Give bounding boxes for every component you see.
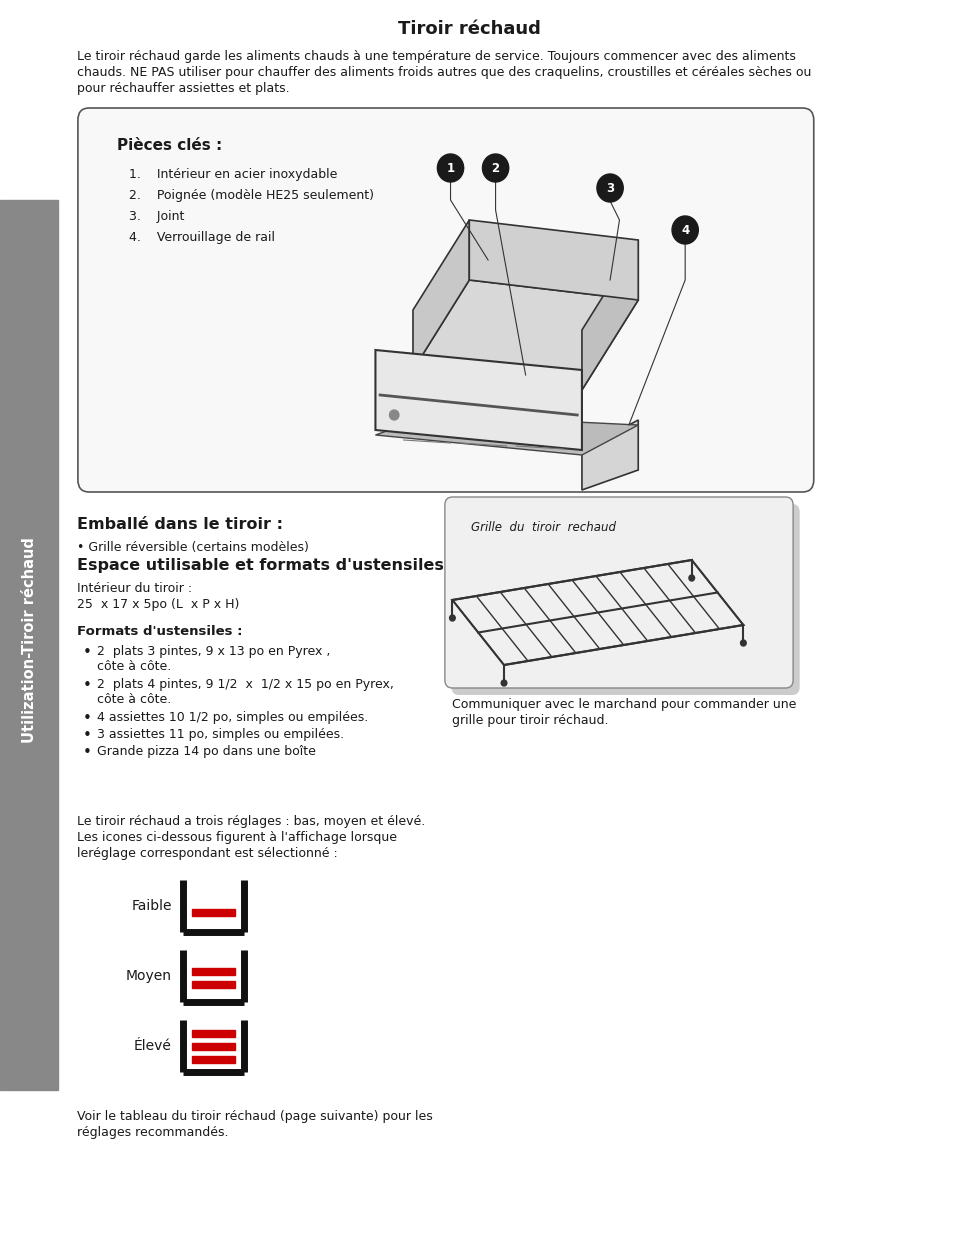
- Text: Moyen: Moyen: [126, 969, 172, 983]
- Polygon shape: [375, 415, 638, 454]
- Circle shape: [671, 216, 698, 245]
- FancyBboxPatch shape: [444, 496, 792, 688]
- Text: 2  plats 3 pintes, 9 x 13 po en Pyrex ,: 2 plats 3 pintes, 9 x 13 po en Pyrex ,: [96, 645, 330, 658]
- Text: Communiquer avec le marchand pour commander une: Communiquer avec le marchand pour comman…: [452, 698, 796, 711]
- Circle shape: [389, 410, 398, 420]
- Bar: [193, 968, 234, 976]
- Text: Le tiroir réchaud garde les aliments chauds à une température de service. Toujou: Le tiroir réchaud garde les aliments cha…: [77, 49, 795, 63]
- Circle shape: [449, 615, 455, 621]
- Text: pour réchauffer assiettes et plats.: pour réchauffer assiettes et plats.: [77, 82, 290, 95]
- Polygon shape: [581, 240, 638, 390]
- Text: 3: 3: [605, 182, 614, 194]
- Circle shape: [482, 154, 508, 182]
- Text: 4: 4: [680, 224, 689, 236]
- FancyBboxPatch shape: [78, 107, 813, 492]
- Text: •: •: [83, 727, 91, 743]
- Text: Faible: Faible: [132, 899, 172, 913]
- Text: 2.    Poignée (modèle HE25 seulement): 2. Poignée (modèle HE25 seulement): [129, 189, 374, 203]
- Text: Espace utilisable et formats d'ustensiles: Espace utilisable et formats d'ustensile…: [77, 558, 443, 573]
- Text: Emballé dans le tiroir :: Emballé dans le tiroir :: [77, 517, 283, 532]
- Polygon shape: [413, 220, 469, 370]
- Text: Les icones ci-dessous figurent à l'affichage lorsque: Les icones ci-dessous figurent à l'affic…: [77, 831, 396, 844]
- Bar: [193, 1056, 234, 1063]
- Text: Voir le tableau du tiroir réchaud (page suivante) pour les: Voir le tableau du tiroir réchaud (page …: [77, 1110, 433, 1123]
- Circle shape: [597, 174, 622, 203]
- Text: 1.    Intérieur en acier inoxydable: 1. Intérieur en acier inoxydable: [129, 168, 336, 182]
- Circle shape: [740, 640, 745, 646]
- Text: •: •: [83, 645, 91, 659]
- Text: réglages recommandés.: réglages recommandés.: [77, 1126, 228, 1139]
- Bar: [193, 909, 234, 915]
- Bar: [193, 981, 234, 988]
- Text: 4.    Verrouillage de rail: 4. Verrouillage de rail: [129, 231, 274, 245]
- Text: •: •: [83, 745, 91, 760]
- Text: Grille  du  tiroir  rechaud: Grille du tiroir rechaud: [471, 521, 616, 534]
- Polygon shape: [469, 220, 638, 300]
- Polygon shape: [413, 280, 638, 390]
- Text: 3 assiettes 11 po, simples ou empilées.: 3 assiettes 11 po, simples ou empilées.: [96, 727, 343, 741]
- Circle shape: [436, 154, 463, 182]
- Text: Utilization-Tiroir réchaud: Utilization-Tiroir réchaud: [22, 537, 36, 743]
- Text: côte à côte.: côte à côte.: [96, 693, 171, 706]
- Text: chauds. NE PAS utiliser pour chauffer des aliments froids autres que des craquel: chauds. NE PAS utiliser pour chauffer de…: [77, 65, 810, 79]
- Text: Grande pizza 14 po dans une boîte: Grande pizza 14 po dans une boîte: [96, 745, 315, 758]
- Circle shape: [500, 680, 506, 685]
- Text: Tiroir réchaud: Tiroir réchaud: [397, 20, 540, 38]
- Bar: [193, 1044, 234, 1051]
- Text: 3.    Joint: 3. Joint: [129, 210, 184, 224]
- Text: Formats d'ustensiles :: Formats d'ustensiles :: [77, 625, 242, 638]
- Text: 2  plats 4 pintes, 9 1/2  x  1/2 x 15 po en Pyrex,: 2 plats 4 pintes, 9 1/2 x 1/2 x 15 po en…: [96, 678, 394, 692]
- Text: côte à côte.: côte à côte.: [96, 659, 171, 673]
- Polygon shape: [581, 420, 638, 490]
- Bar: [193, 1030, 234, 1037]
- Text: Le tiroir réchaud a trois réglages : bas, moyen et élevé.: Le tiroir réchaud a trois réglages : bas…: [77, 815, 425, 827]
- Text: Intérieur du tiroir :: Intérieur du tiroir :: [77, 582, 192, 595]
- Text: 25  x 17 x 5po (L  x P x H): 25 x 17 x 5po (L x P x H): [77, 598, 239, 611]
- Polygon shape: [375, 350, 581, 450]
- Text: •: •: [83, 711, 91, 726]
- Circle shape: [688, 576, 694, 580]
- Text: leréglage correspondant est sélectionné :: leréglage correspondant est sélectionné …: [77, 847, 337, 860]
- Text: •: •: [83, 678, 91, 693]
- Text: 4 assiettes 10 1/2 po, simples ou empilées.: 4 assiettes 10 1/2 po, simples ou empilé…: [96, 711, 368, 724]
- Text: • Grille réversible (certains modèles): • Grille réversible (certains modèles): [77, 541, 309, 555]
- Text: 1: 1: [446, 162, 455, 174]
- Text: 2: 2: [491, 162, 499, 174]
- FancyBboxPatch shape: [451, 504, 799, 695]
- Text: Pièces clés :: Pièces clés :: [117, 138, 222, 153]
- Bar: [0, 200, 58, 1091]
- Text: Élevé: Élevé: [133, 1039, 172, 1053]
- Text: grille pour tiroir réchaud.: grille pour tiroir réchaud.: [452, 714, 608, 727]
